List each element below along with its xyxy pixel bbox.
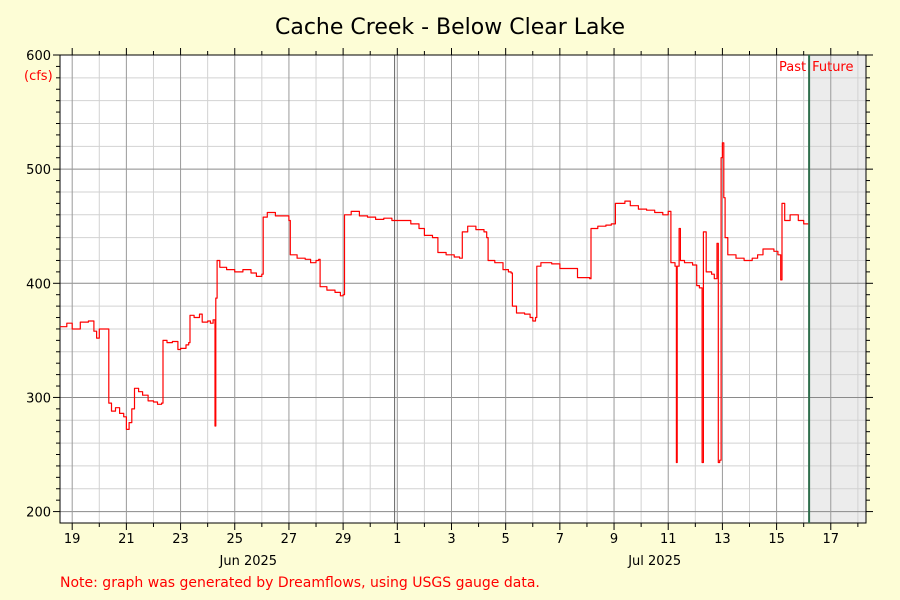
y-tick-label: 500 xyxy=(26,163,51,178)
series-layer xyxy=(60,142,810,464)
x-tick-label: 27 xyxy=(281,532,298,547)
chart-title: Cache Creek - Below Clear Lake xyxy=(275,15,625,40)
plot-frame xyxy=(59,54,867,524)
x-tick-label: 25 xyxy=(226,532,243,547)
x-tick-label: 5 xyxy=(502,532,510,547)
x-tick-label: 9 xyxy=(610,532,618,547)
future-label: Future xyxy=(812,60,853,75)
y-tick-label: 200 xyxy=(26,506,51,521)
x-tick-label: 23 xyxy=(172,532,189,547)
y-tick-label: 400 xyxy=(26,277,51,292)
x-month-label: Jul 2025 xyxy=(627,554,681,569)
y-tick-label: 600 xyxy=(26,49,51,64)
x-tick-label: 11 xyxy=(660,532,677,547)
x-tick-label: 17 xyxy=(823,532,840,547)
y-axis-ticks: 200 300 400 500 600 xyxy=(26,49,873,521)
future-zone xyxy=(809,55,866,523)
minor-gridlines xyxy=(60,55,866,523)
x-tick-label: 21 xyxy=(118,532,135,547)
x-tick-label: 29 xyxy=(335,532,352,547)
x-tick-label: 1 xyxy=(393,532,401,547)
y-axis-unit-label: (cfs) xyxy=(24,69,53,84)
x-month-label: Jun 2025 xyxy=(219,554,278,569)
x-tick-label: 3 xyxy=(447,532,455,547)
y-tick-label: 300 xyxy=(26,391,51,406)
footer-note: Note: graph was generated by Dreamflows,… xyxy=(60,575,540,591)
x-tick-label: 19 xyxy=(64,532,81,547)
x-tick-label: 7 xyxy=(556,532,564,547)
x-tick-label: 13 xyxy=(714,532,731,547)
plot-area xyxy=(60,55,866,523)
past-label: Past xyxy=(779,60,806,75)
x-tick-label: 15 xyxy=(768,532,785,547)
flow-series-line xyxy=(60,142,810,464)
